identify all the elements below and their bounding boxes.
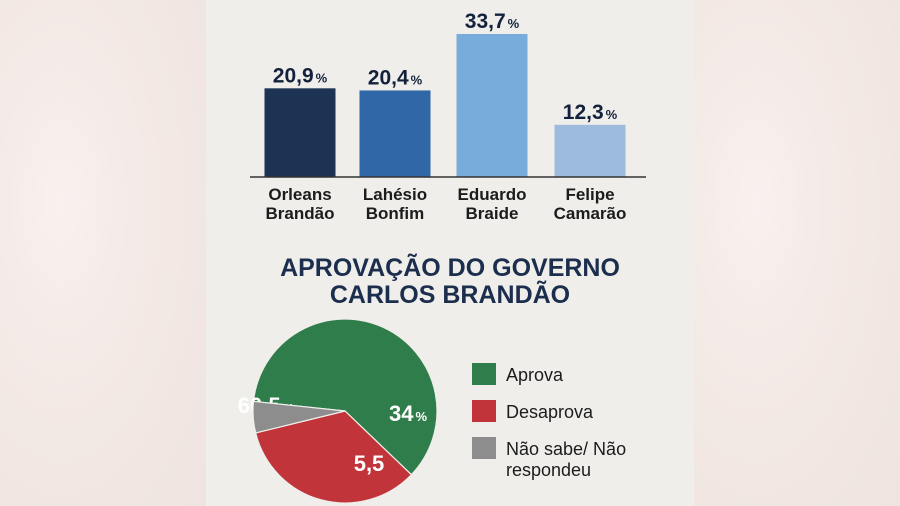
bar-2 [359, 90, 431, 177]
legend-label: Desaprova [506, 402, 594, 422]
legend-swatch [472, 437, 496, 459]
bar-value-label: 20,9% [273, 64, 328, 87]
bar-1 [264, 88, 336, 177]
background-right [694, 0, 900, 506]
bar-value-label: 12,3% [563, 101, 618, 124]
category-label-line-1: Orleans [268, 185, 331, 204]
legend-label-line-1: Não sabe/ Não [506, 439, 626, 459]
pie-slice-3 [252, 400, 346, 434]
pie-title-line-1: APROVAÇÃO DO GOVERNO [280, 252, 620, 282]
bar-3 [456, 34, 528, 177]
bar-4 [554, 124, 626, 177]
bar-value-label: 20,4% [368, 66, 423, 89]
category-label-line-1: Lahésio [363, 185, 427, 204]
bar-value-label: 33,7% [465, 10, 520, 33]
category-label-line-2: Camarão [554, 204, 627, 223]
category-label-line-2: Brandão [266, 204, 335, 223]
category-label-line-1: Eduardo [458, 185, 527, 204]
category-label-line-1: Felipe [565, 185, 614, 204]
pie-slice-2 [254, 410, 413, 504]
background-left [0, 0, 206, 506]
legend-label: Aprova [506, 365, 564, 385]
pie-slice-label: 34% [389, 401, 427, 426]
legend-label-line-2: respondeu [506, 460, 591, 480]
legend-swatch [472, 400, 496, 422]
category-label-line-2: Bonfim [366, 204, 425, 223]
pie-chart: 60,5%34%5,5 [238, 318, 438, 504]
legend-swatch [472, 363, 496, 385]
pie-slice-label: 5,5 [354, 451, 385, 476]
category-label-line-2: Braide [466, 204, 519, 223]
pie-title-line-2: CARLOS BRANDÃO [330, 279, 570, 309]
pie-slice-1 [252, 318, 438, 476]
